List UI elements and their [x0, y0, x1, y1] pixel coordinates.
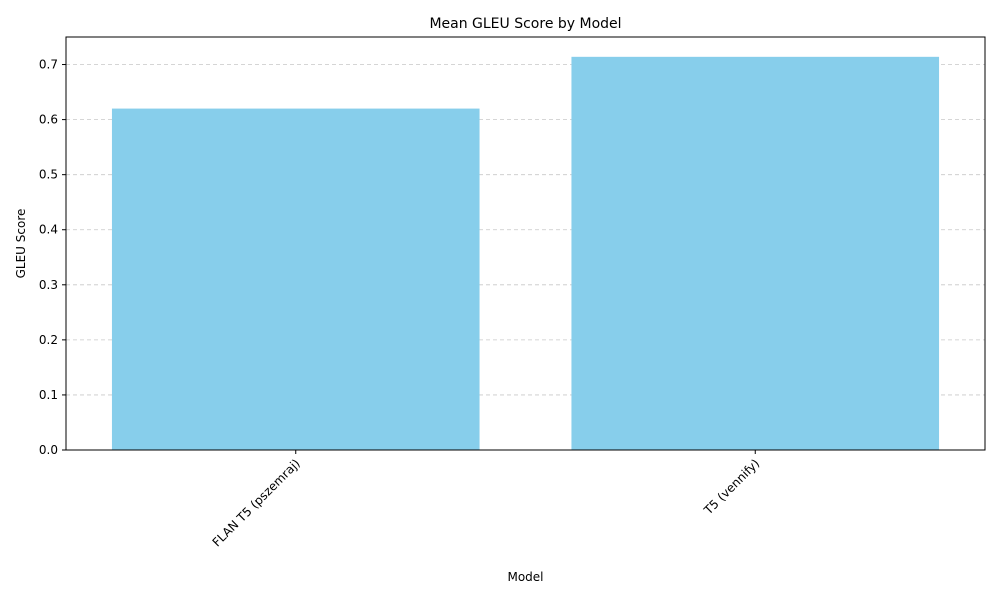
y-tick-label: 0.0 [39, 443, 58, 457]
y-tick-label: 0.2 [39, 333, 58, 347]
x-axis-label: Model [507, 570, 543, 584]
y-tick-label: 0.4 [39, 223, 58, 237]
x-tick-label: FLAN T5 (pszemraj) [210, 456, 303, 549]
y-tick-label: 0.5 [39, 168, 58, 182]
x-tick-label: T5 (vennify) [701, 456, 763, 518]
y-axis-label: GLEU Score [14, 209, 28, 279]
y-tick-label: 0.6 [39, 113, 58, 127]
y-tick-label: 0.7 [39, 58, 58, 72]
bar [571, 56, 940, 450]
bars [111, 56, 940, 450]
y-tick-label: 0.3 [39, 278, 58, 292]
y-tick-label: 0.1 [39, 388, 58, 402]
bar [111, 108, 480, 450]
x-axis-ticks: FLAN T5 (pszemraj) T5 (vennify) [210, 450, 763, 549]
y-axis-ticks: 0.0 0.1 0.2 0.3 0.4 0.5 0.6 0.7 [39, 58, 66, 457]
chart-title: Mean GLEU Score by Model [429, 16, 621, 32]
plot-frame [65, 36, 986, 451]
